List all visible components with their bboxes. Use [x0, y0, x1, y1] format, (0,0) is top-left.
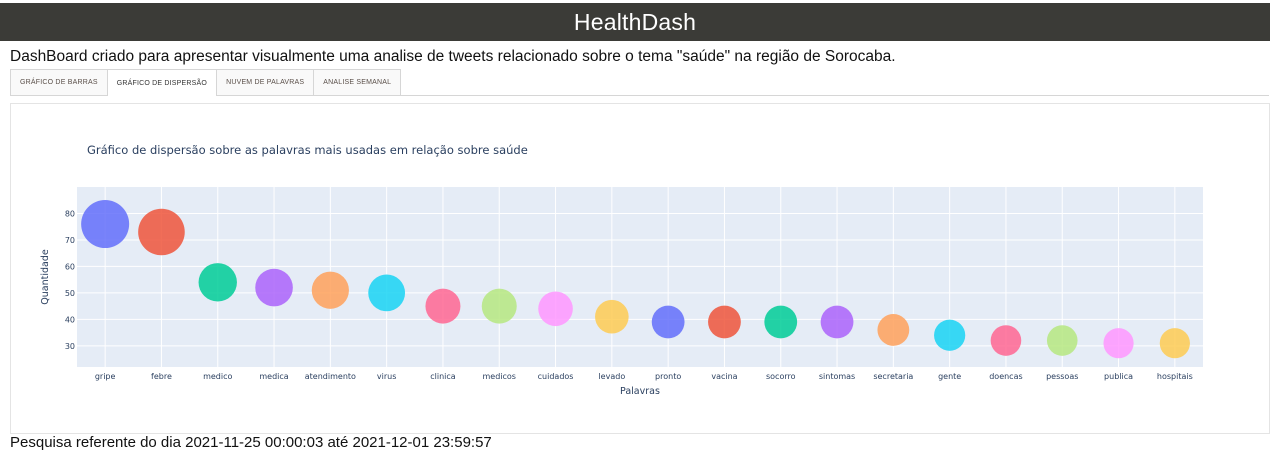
x-axis-title: Palavras	[620, 386, 660, 397]
scatter-point-gente	[934, 319, 966, 351]
scatter-point-medica	[255, 268, 293, 307]
scatter-point-sintomas	[820, 305, 854, 339]
x-tick-label: febre	[151, 372, 172, 381]
x-tick-label: medicos	[483, 372, 516, 381]
x-tick-label: medico	[203, 372, 232, 381]
x-tick-label: doencas	[989, 372, 1022, 381]
app-title: HealthDash	[573, 8, 697, 35]
y-tick-label: 50	[65, 289, 75, 298]
scatter-point-medicos	[481, 288, 517, 324]
x-tick-label: virus	[377, 372, 396, 381]
dashboard-description: DashBoard criado para apresentar visualm…	[10, 48, 896, 65]
y-axis-title: Quantidade	[40, 249, 51, 305]
scatter-point-doencas	[990, 325, 1022, 356]
tab-bar-chart[interactable]: GRÁFICO DE BARRAS	[10, 69, 108, 95]
x-tick-label: socorro	[766, 372, 796, 381]
y-tick-label: 60	[65, 262, 75, 271]
chart-title: Gráfico de dispersão sobre as palavras m…	[87, 143, 528, 157]
tab-scatter-chart[interactable]: GRÁFICO DE DISPERSÃO	[106, 69, 218, 96]
x-tick-label: hospitais	[1157, 372, 1193, 381]
scatter-chart: Gráfico de dispersão sobre as palavras m…	[40, 143, 1203, 397]
scatter-point-clinica	[425, 288, 461, 324]
x-tick-label: atendimento	[305, 372, 356, 381]
scatter-point-atendimento	[311, 271, 349, 309]
scatter-point-gripe	[81, 200, 130, 249]
scatter-point-pessoas	[1046, 325, 1078, 356]
x-tick-label: pronto	[655, 372, 681, 381]
x-tick-label: gente	[938, 372, 961, 381]
plot-area	[77, 187, 1203, 367]
scatter-point-pronto	[651, 305, 685, 339]
y-tick-label: 80	[65, 209, 75, 218]
scatter-point-medico	[198, 263, 237, 302]
scatter-point-virus	[368, 274, 406, 312]
app-header: HealthDash	[0, 3, 1270, 41]
y-tick-label: 40	[65, 315, 75, 324]
scatter-point-vacina	[708, 305, 741, 339]
scatter-point-hospitais	[1159, 328, 1190, 359]
x-tick-label: levado	[598, 372, 625, 381]
scatter-point-publica	[1103, 328, 1134, 359]
scatter-point-cuidados	[538, 291, 573, 327]
tab-bar: GRÁFICO DE BARRAS GRÁFICO DE DISPERSÃO N…	[10, 69, 1269, 96]
y-tick-label: 70	[65, 236, 75, 245]
search-period-text: Pesquisa referente do dia 2021-11-25 00:…	[10, 434, 492, 451]
scatter-point-socorro	[764, 305, 798, 339]
x-tick-label: medica	[259, 372, 288, 381]
x-tick-label: publica	[1104, 372, 1133, 381]
x-tick-label: pessoas	[1046, 372, 1078, 381]
scatter-point-secretaria	[877, 314, 910, 346]
x-tick-label: cuidados	[538, 372, 574, 381]
scatter-point-febre	[138, 208, 185, 256]
tab-word-cloud[interactable]: NUVEM DE PALAVRAS	[216, 69, 315, 95]
tab-weekly-analysis[interactable]: ANALISE SEMANAL	[313, 69, 402, 95]
x-tick-label: vacina	[711, 372, 737, 381]
x-tick-label: secretaria	[873, 372, 913, 381]
tab-content-panel: Gráfico de dispersão sobre as palavras m…	[10, 103, 1270, 434]
scatter-point-levado	[595, 299, 629, 334]
y-tick-label: 30	[65, 342, 75, 351]
x-tick-label: clinica	[430, 372, 456, 381]
x-tick-label: sintomas	[819, 372, 855, 381]
x-tick-label: gripe	[95, 372, 116, 381]
